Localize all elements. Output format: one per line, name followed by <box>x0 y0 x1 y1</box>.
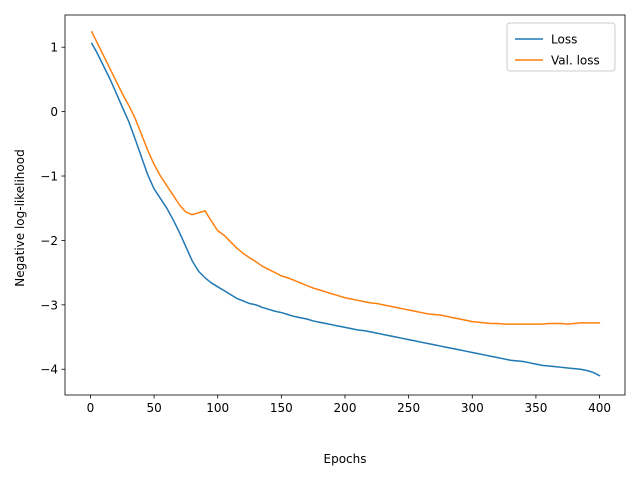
y-tick-label: 1 <box>50 41 58 55</box>
x-tick-label: 200 <box>334 401 357 415</box>
plot-frame <box>64 14 626 396</box>
x-tick-label: 300 <box>461 401 484 415</box>
series-line-1 <box>90 42 601 377</box>
legend-label-2: Val. loss <box>551 54 600 68</box>
x-tick-label: 150 <box>270 401 293 415</box>
series-layer <box>90 31 601 377</box>
y-tick-label: −3 <box>40 298 58 312</box>
x-tick-label: 250 <box>397 401 420 415</box>
y-tick-label: 0 <box>50 105 58 119</box>
legend-label-1: Loss <box>551 33 577 47</box>
x-axis-ticks: 0 50 100 150 200 250 300 350 400 <box>87 395 611 415</box>
y-tick-label: −1 <box>40 170 58 184</box>
x-axis-label: Epochs <box>324 452 367 466</box>
y-axis-label: Negative log-likelihood <box>13 149 27 286</box>
x-tick-label: 100 <box>206 401 229 415</box>
x-tick-label: 50 <box>146 401 161 415</box>
plot-area <box>65 15 625 395</box>
legend-box <box>506 22 616 72</box>
x-tick-label: 400 <box>588 401 611 415</box>
x-tick-label: 350 <box>524 401 547 415</box>
y-axis-ticks: −4 −3 −2 −1 0 1 <box>40 41 65 377</box>
y-tick-label: −4 <box>40 363 58 377</box>
y-tick-label: −2 <box>40 234 58 248</box>
legend: Loss Val. loss <box>506 22 616 72</box>
x-tick-label: 0 <box>87 401 95 415</box>
series-line-2 <box>90 31 601 325</box>
